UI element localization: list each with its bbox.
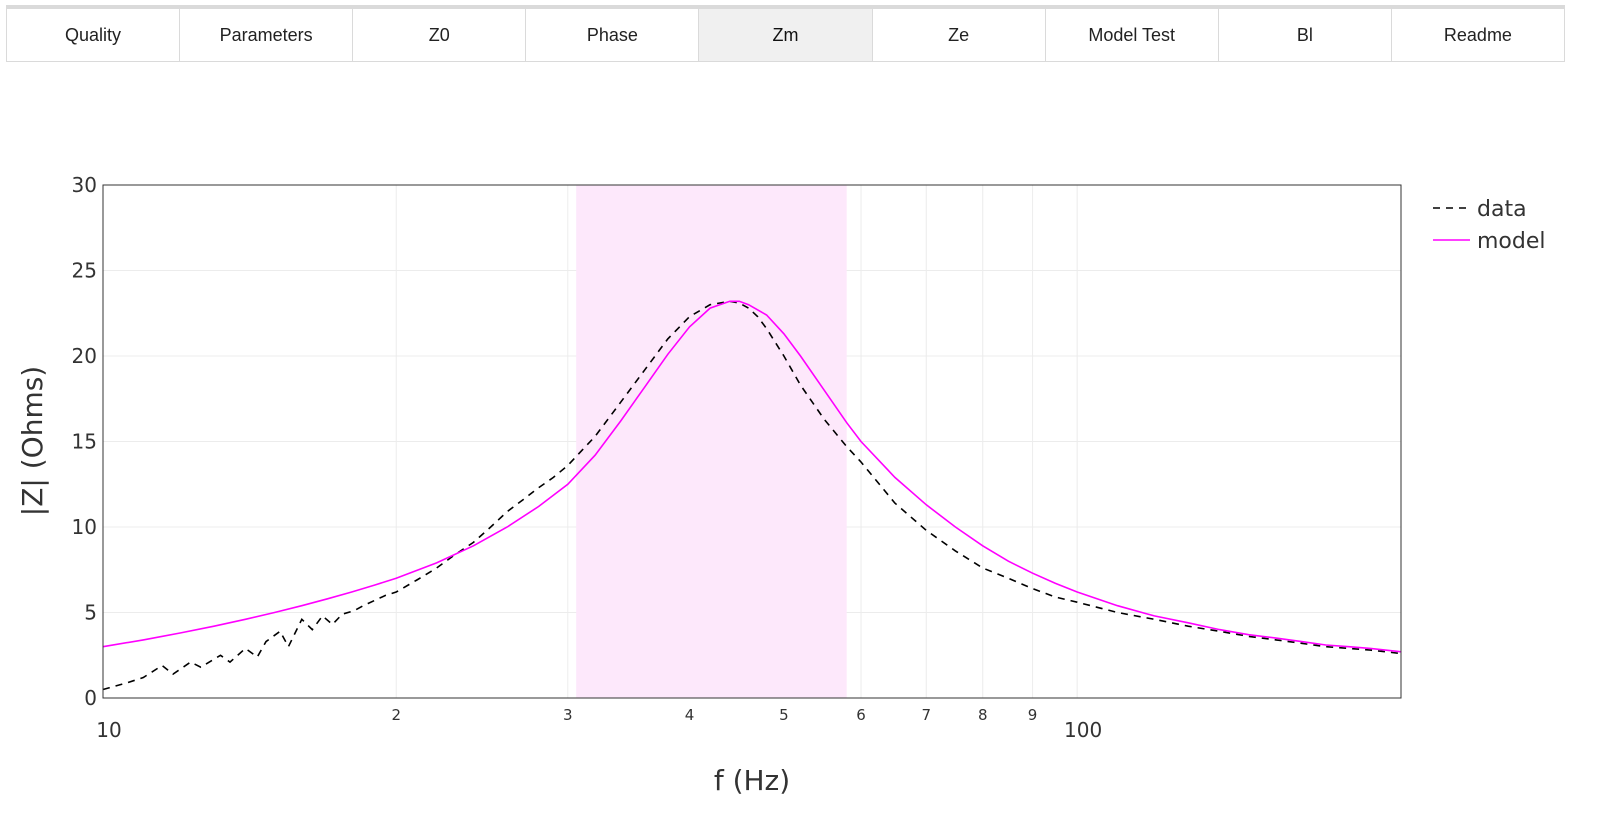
tab-zm[interactable]: Zm (699, 9, 873, 61)
y-tick-label: 15 (72, 430, 97, 454)
x-tick-label: 100 (1064, 718, 1102, 742)
y-tick-label: 10 (72, 515, 97, 539)
y-tick-label: 30 (72, 173, 97, 197)
x-tick-label: 2 (391, 706, 401, 724)
x-tick-label: 4 (685, 706, 695, 724)
x-tick-label: 10 (96, 718, 121, 742)
y-tick-labels: 0 5 10 15 20 25 30 (72, 173, 97, 710)
y-tick-label: 20 (72, 344, 97, 368)
x-tick-label: 3 (563, 706, 573, 724)
tab-model-test[interactable]: Model Test (1046, 9, 1219, 61)
plot-frame (102, 184, 1402, 699)
tab-ze[interactable]: Ze (873, 9, 1046, 61)
x-tick-labels: 10 2 3 4 5 6 7 8 9 100 (96, 706, 1102, 742)
legend: data model (1433, 197, 1546, 254)
tab-z0[interactable]: Z0 (353, 9, 527, 61)
tab-bl[interactable]: Bl (1219, 9, 1392, 61)
series-model-line (102, 300, 1402, 653)
tab-bar: Quality Parameters Z0 Phase Zm Ze Model … (6, 5, 1565, 62)
highlight-band (576, 185, 847, 698)
y-tick-label: 25 (72, 259, 97, 283)
y-tick-label: 5 (84, 601, 97, 625)
x-tick-label: 7 (921, 706, 931, 724)
x-tick-label: 9 (1028, 706, 1038, 724)
y-tick-label: 0 (84, 686, 97, 710)
tab-quality[interactable]: Quality (7, 9, 181, 61)
series-layer (102, 300, 1402, 691)
x-tick-label: 8 (978, 706, 988, 724)
x-tick-label: 5 (779, 706, 789, 724)
tab-parameters[interactable]: Parameters (180, 9, 354, 61)
legend-data-label: data (1477, 197, 1527, 222)
tab-phase[interactable]: Phase (526, 9, 700, 61)
y-axis-label: |Z| (Ohms) (16, 366, 49, 516)
tab-readme[interactable]: Readme (1443, 24, 1512, 45)
x-axis-label: f (Hz) (714, 764, 790, 797)
x-tick-label: 6 (856, 706, 866, 724)
legend-model-label: model (1477, 229, 1546, 254)
